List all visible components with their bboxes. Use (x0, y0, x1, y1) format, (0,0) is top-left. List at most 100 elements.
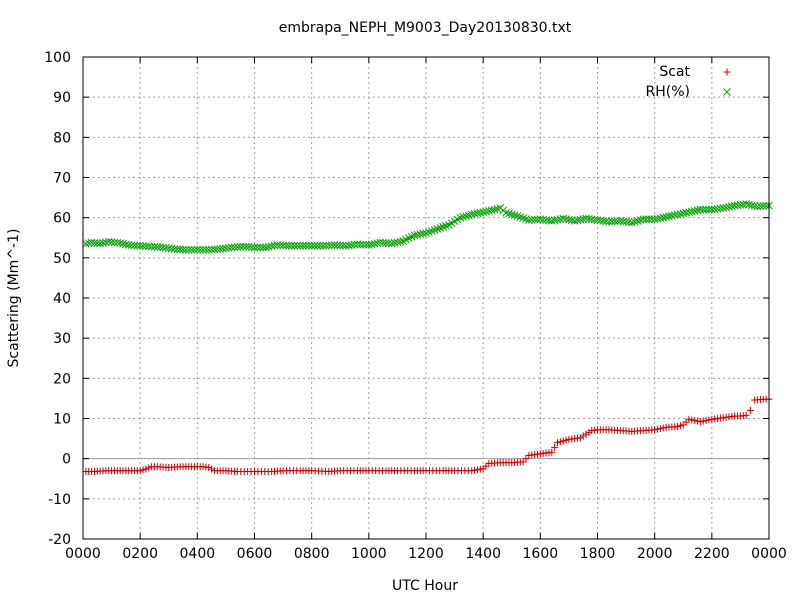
marker-stroke (676, 209, 685, 218)
data-point (582, 430, 590, 438)
data-point (468, 467, 476, 475)
marker-stroke (442, 222, 450, 230)
marker-stroke (282, 241, 290, 250)
marker-stroke (467, 210, 476, 219)
marker-stroke (579, 215, 588, 223)
data-point (639, 215, 648, 224)
marker-stroke (502, 208, 510, 217)
data-point (193, 245, 202, 254)
data-point (567, 216, 576, 225)
data-point (196, 245, 205, 254)
marker-stroke (224, 243, 233, 252)
marker-stroke (296, 241, 305, 250)
series-rh (82, 200, 773, 254)
marker-stroke (567, 216, 576, 225)
marker-stroke (436, 224, 445, 232)
data-point (505, 209, 513, 218)
data-point (579, 215, 588, 223)
marker-stroke (665, 212, 673, 221)
marker-stroke (433, 225, 442, 233)
marker-stroke (647, 215, 656, 224)
marker-stroke (339, 241, 347, 250)
marker-stroke (719, 204, 728, 212)
data-point (548, 448, 556, 456)
marker-stroke (527, 216, 536, 224)
marker-stroke (693, 206, 702, 215)
marker-stroke (519, 214, 528, 222)
data-point (145, 464, 153, 472)
data-point (293, 241, 302, 250)
x-tick-label: 1800 (580, 546, 616, 562)
y-tick-label: 60 (53, 211, 71, 227)
marker-stroke (236, 242, 245, 251)
series-layer (82, 200, 773, 476)
data-point (142, 465, 150, 473)
data-point (304, 241, 313, 250)
marker-stroke (193, 245, 202, 254)
marker-stroke (250, 243, 259, 252)
marker-stroke (230, 243, 239, 252)
marker-stroke (216, 245, 225, 253)
data-point (287, 241, 296, 250)
y-tick-label: 100 (44, 50, 71, 66)
marker-stroke (739, 200, 748, 209)
marker-stroke (253, 243, 262, 252)
marker-stroke (259, 243, 267, 252)
marker-stroke (247, 243, 256, 252)
marker-stroke (347, 241, 356, 249)
marker-stroke (553, 215, 562, 224)
marker-stroke (722, 203, 730, 212)
data-point (676, 422, 684, 430)
marker-stroke (456, 213, 465, 222)
data-point (327, 241, 336, 250)
marker-stroke (199, 245, 207, 254)
data-point (439, 223, 448, 231)
marker-stroke (302, 241, 310, 250)
marker-stroke (670, 211, 679, 219)
marker-stroke (416, 230, 425, 238)
marker-stroke (613, 217, 622, 225)
data-point (208, 465, 216, 473)
marker-stroke (682, 208, 690, 217)
x-tick-label: 1400 (465, 546, 501, 562)
data-point (562, 436, 570, 444)
marker-stroke (284, 241, 293, 250)
marker-stroke (610, 217, 619, 226)
marker-stroke (222, 244, 230, 253)
x-tick-label: 2200 (694, 546, 730, 562)
data-point (256, 243, 265, 252)
data-point (579, 432, 587, 440)
data-point (250, 243, 259, 252)
data-point (433, 225, 442, 233)
data-point (490, 205, 499, 214)
data-point (739, 200, 748, 209)
data-point (696, 418, 704, 426)
data-point (84, 239, 93, 248)
marker-stroke (324, 241, 333, 250)
marker-stroke (213, 245, 222, 254)
data-point (307, 241, 316, 250)
marker-stroke (476, 208, 485, 217)
legend-marker (723, 88, 731, 96)
marker-stroke (550, 216, 559, 225)
data-point (633, 217, 642, 225)
y-tick-label: 30 (53, 331, 71, 347)
marker-stroke (602, 217, 610, 226)
marker-stroke (507, 210, 516, 219)
data-point (425, 228, 433, 236)
y-tick-label: 0 (62, 452, 71, 468)
marker-stroke (319, 241, 327, 250)
marker-stroke (493, 204, 502, 213)
marker-stroke (696, 205, 705, 214)
marker-stroke (639, 215, 648, 224)
data-point (493, 204, 502, 213)
data-point (190, 245, 199, 254)
marker-stroke (759, 202, 768, 210)
y-tick-label: 50 (53, 251, 71, 267)
data-point (202, 245, 210, 254)
data-point (422, 229, 430, 237)
data-point (613, 217, 622, 225)
marker-stroke (270, 241, 279, 250)
data-point (442, 222, 450, 230)
y-tick-label: -20 (48, 532, 71, 548)
